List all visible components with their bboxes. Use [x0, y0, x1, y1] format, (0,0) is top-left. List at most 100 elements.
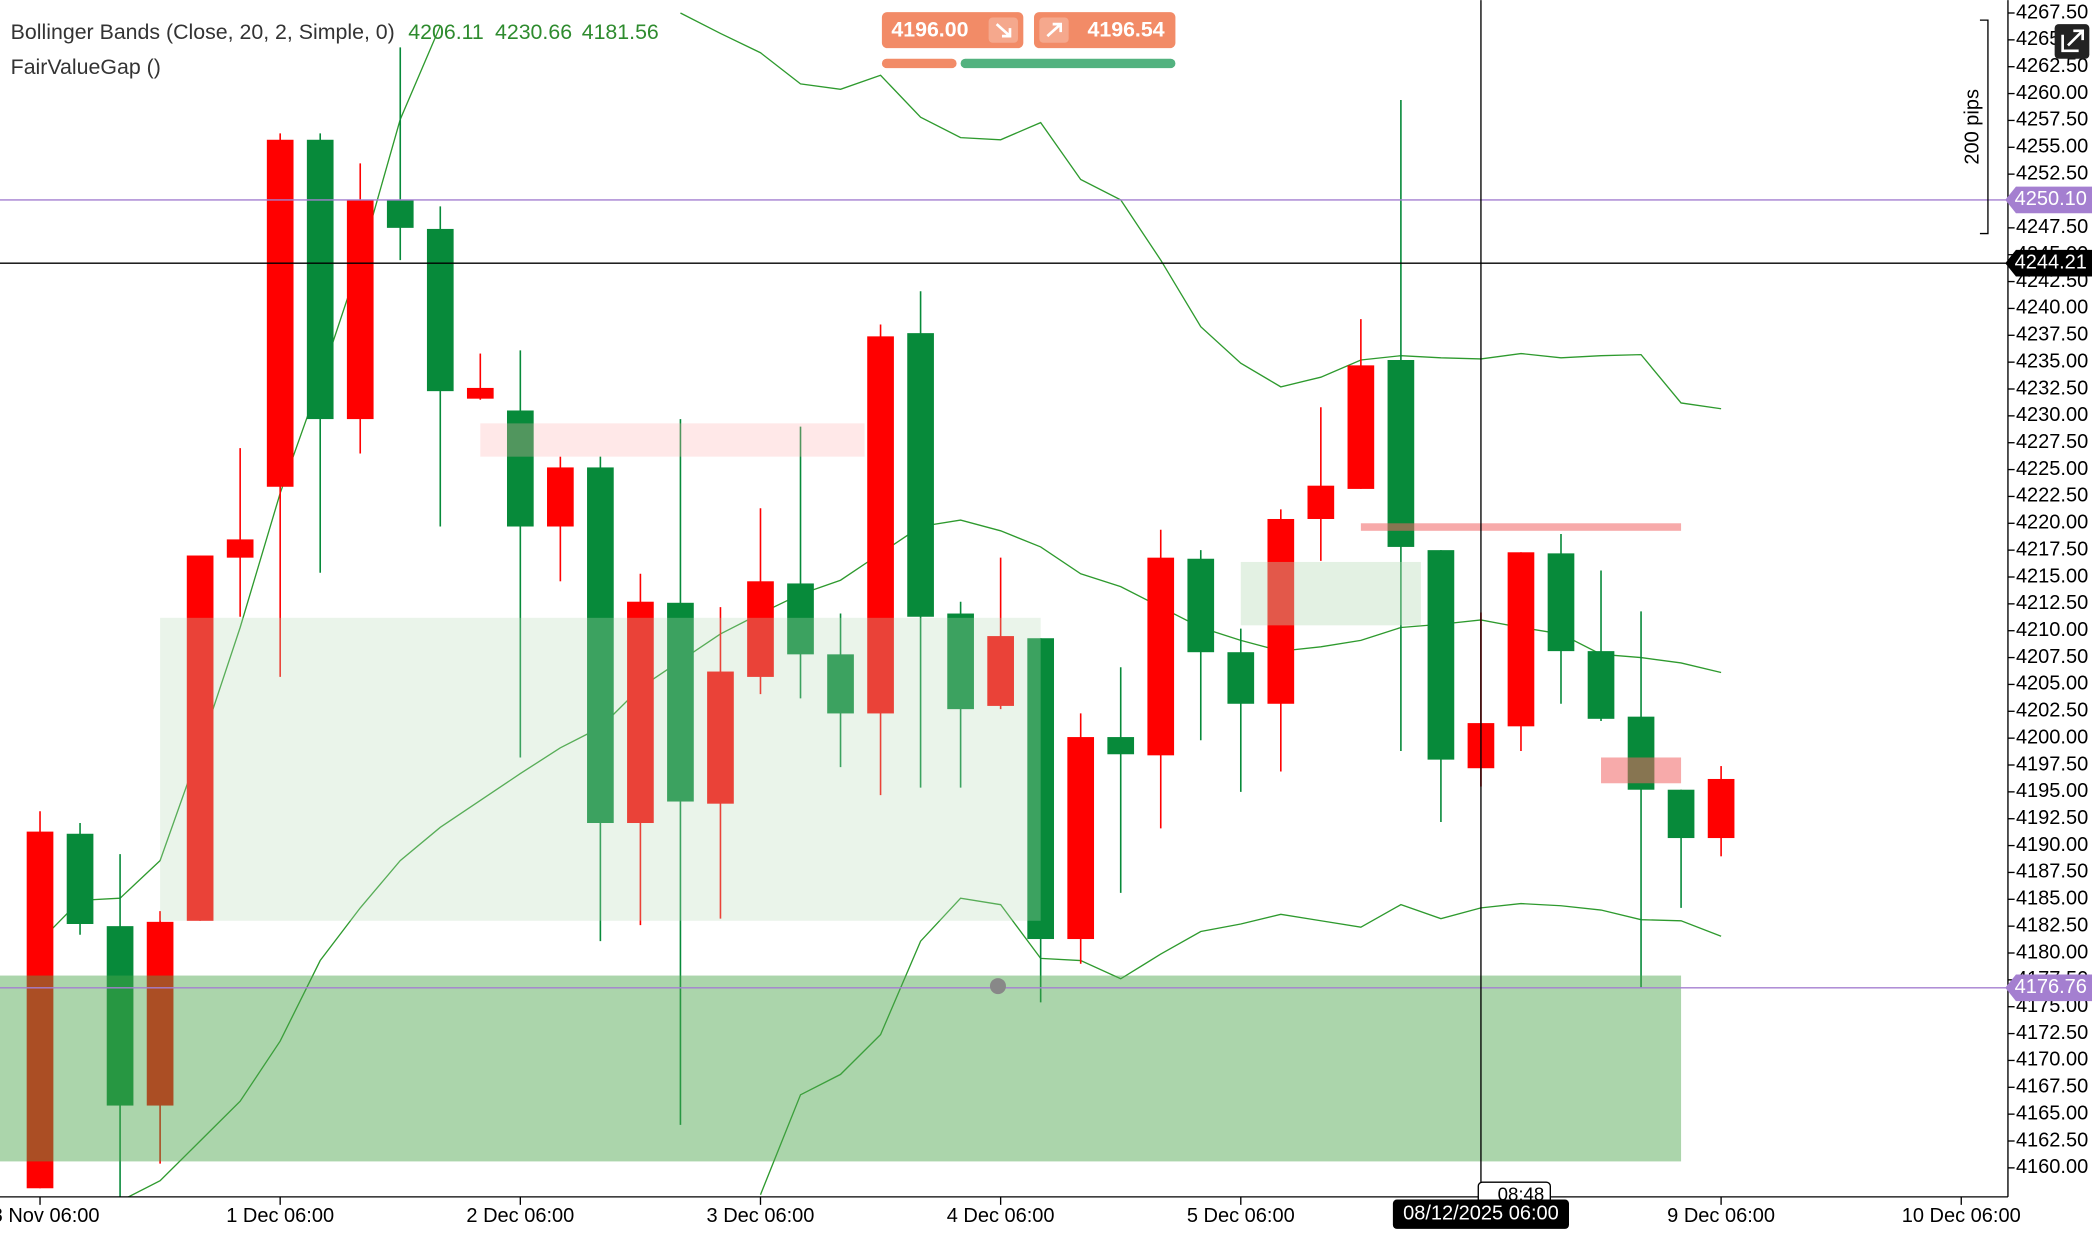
- y-tick-label: 4230.00: [2016, 404, 2088, 426]
- candle-body: [667, 602, 694, 802]
- candle-body: [787, 583, 814, 655]
- candle-body: [587, 467, 614, 824]
- y-tick-label: 4195.00: [2016, 780, 2088, 802]
- y-tick-label: 4185.00: [2016, 888, 2088, 910]
- y-tick-label: 4202.50: [2016, 700, 2088, 722]
- x-tick-label: 5 Dec 06:00: [1187, 1205, 1295, 1227]
- pips-bracket: [1979, 19, 1989, 235]
- candle-body: [266, 139, 294, 487]
- price-tag-label: 4176.76: [2015, 976, 2087, 998]
- candle-body: [987, 636, 1014, 706]
- y-tick-label: 4235.00: [2016, 350, 2088, 372]
- y-tick-label: 4225.00: [2016, 458, 2088, 480]
- sell-volume-bar: [881, 58, 957, 69]
- buy-arrow: [1046, 22, 1063, 38]
- buy-volume-bar: [960, 58, 1176, 69]
- candle-body: [1427, 550, 1455, 760]
- y-tick-label: 4217.50: [2016, 538, 2088, 560]
- fvg-zone: [0, 975, 1682, 1162]
- candle-body: [1707, 778, 1735, 839]
- price-tag: [2005, 974, 2092, 1002]
- candle-body: [867, 336, 894, 714]
- y-tick-label: 4160.00: [2016, 1156, 2088, 1178]
- indicator-value: 4230.66: [495, 20, 572, 44]
- y-tick-label: 4207.50: [2016, 646, 2088, 668]
- fvg-zone: [160, 617, 1041, 921]
- x-tick-label: 2 Dec 06:00: [466, 1205, 574, 1227]
- y-tick-label: 4247.50: [2016, 216, 2088, 238]
- indicator-name: Bollinger Bands (Close, 20, 2, Simple, 0…: [11, 20, 395, 44]
- candle-body: [1507, 552, 1535, 727]
- y-tick-label: 4180.00: [2016, 941, 2088, 963]
- y-tick-label: 4215.00: [2016, 565, 2088, 587]
- candle-body: [707, 671, 734, 804]
- y-tick-label: 4167.50: [2016, 1076, 2088, 1098]
- candle-body: [1307, 485, 1335, 519]
- x-tick-label: 4 Dec 06:00: [947, 1205, 1055, 1227]
- trade-panel: 4196.00 4196.54: [881, 12, 1176, 69]
- x-tick-label: 3 Dec 06:00: [707, 1205, 815, 1227]
- price-tag: [2005, 249, 2092, 277]
- y-tick-label: 4262.50: [2016, 55, 2088, 77]
- candle-body: [1547, 553, 1575, 652]
- x-tick-label: 1 Dec 06:00: [226, 1205, 334, 1227]
- fvg-zone: [1360, 523, 1682, 531]
- y-tick-label: 4170.00: [2016, 1049, 2088, 1071]
- sell-button[interactable]: [881, 12, 1024, 49]
- candle-body: [1027, 638, 1055, 940]
- crosshair-time-label: 08/12/2025 06:00: [1403, 1202, 1559, 1224]
- candle-body: [106, 926, 134, 1106]
- candle-body: [627, 601, 654, 824]
- fvg-zone: [1601, 757, 1682, 784]
- indicator-name: FairValueGap (): [11, 55, 161, 79]
- y-tick-label: 4192.50: [2016, 807, 2088, 829]
- y-tick-label: 4232.50: [2016, 377, 2088, 399]
- sell-arrow: [995, 23, 1012, 38]
- candle-body: [386, 199, 414, 228]
- buy-price[interactable]: 4196.54: [1087, 17, 1164, 41]
- candle-body: [1147, 557, 1175, 756]
- candle-body: [146, 921, 174, 1106]
- y-tick-label: 4190.00: [2016, 834, 2088, 856]
- y-tick-label: 4210.00: [2016, 619, 2088, 641]
- candle-body: [1347, 365, 1375, 489]
- y-tick-label: 4260.00: [2016, 82, 2088, 104]
- candle-body: [1387, 359, 1415, 547]
- y-tick-label: 4252.50: [2016, 162, 2088, 184]
- y-tick-label: 4212.50: [2016, 592, 2088, 614]
- order-marker[interactable]: [989, 978, 1006, 995]
- candle-body: [907, 333, 934, 617]
- sell-price[interactable]: 4196.00: [891, 17, 968, 41]
- expand-button[interactable]: [2054, 24, 2090, 59]
- plot-area: [0, 12, 2008, 1197]
- candle-body: [1067, 737, 1095, 940]
- y-tick-label: 4172.50: [2016, 1022, 2088, 1044]
- candle-body: [306, 139, 334, 420]
- y-tick-label: 4257.50: [2016, 109, 2088, 131]
- buy-button[interactable]: [1033, 12, 1176, 49]
- candle-body: [947, 613, 974, 710]
- fvg-zone: [480, 423, 865, 457]
- candle-body: [1227, 652, 1255, 704]
- y-tick-label: 4165.00: [2016, 1102, 2088, 1124]
- candle-body: [827, 654, 854, 714]
- candle-body: [1267, 518, 1295, 704]
- candle-body: [186, 555, 214, 921]
- candle-body: [1187, 558, 1215, 653]
- candle-body: [547, 467, 574, 527]
- y-tick-label: 4255.00: [2016, 136, 2088, 158]
- pips-ruler: 200 pips: [1962, 19, 1989, 235]
- x-tick-label: 9 Dec 06:00: [1667, 1205, 1775, 1227]
- candle-body: [66, 833, 94, 924]
- expand-icon: [2061, 29, 2084, 53]
- y-tick-label: 4227.50: [2016, 431, 2088, 453]
- legend: Bollinger Bands (Close, 20, 2, Simple, 0…: [11, 20, 659, 79]
- countdown-label: 08:48: [1498, 1183, 1545, 1204]
- candle-body: [747, 581, 774, 677]
- y-tick-label: 4187.50: [2016, 861, 2088, 883]
- y-tick-label: 4200.00: [2016, 726, 2088, 748]
- y-tick-label: 4205.00: [2016, 673, 2088, 695]
